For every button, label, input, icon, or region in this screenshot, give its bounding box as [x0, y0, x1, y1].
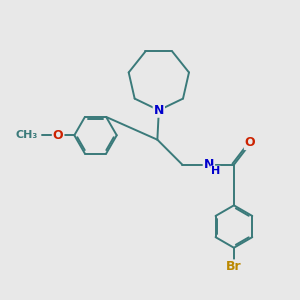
Text: Br: Br	[226, 260, 242, 273]
Text: N: N	[154, 104, 164, 117]
Text: O: O	[53, 129, 63, 142]
Text: N: N	[204, 158, 214, 171]
Text: CH₃: CH₃	[15, 130, 38, 140]
Text: O: O	[245, 136, 255, 149]
Text: H: H	[211, 166, 220, 176]
